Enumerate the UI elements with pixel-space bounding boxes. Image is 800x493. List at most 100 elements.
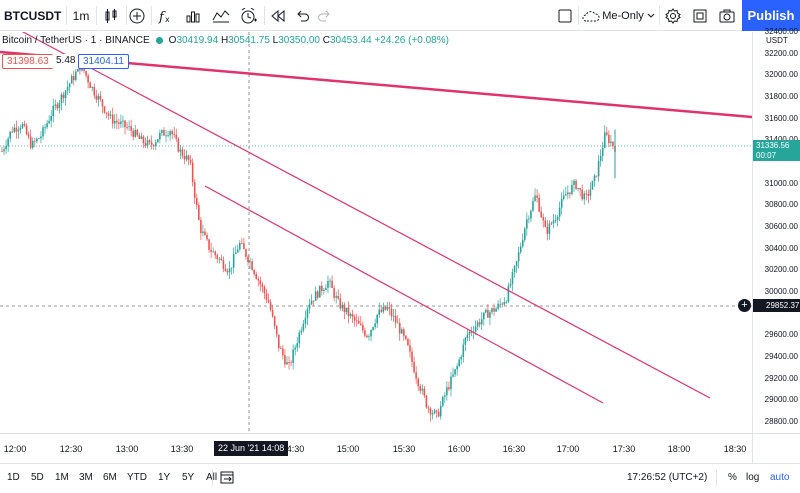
candle-body xyxy=(134,129,137,137)
candle-body xyxy=(91,86,94,88)
buy-price-tag[interactable]: 31404.11 xyxy=(78,54,129,69)
legend-high-label: H xyxy=(220,35,229,46)
indicator-templates-icon[interactable] xyxy=(210,0,232,31)
candle-body xyxy=(95,95,98,100)
candle-body xyxy=(474,326,477,332)
redo-icon[interactable] xyxy=(314,0,334,31)
candle-body xyxy=(15,127,18,132)
candle-body xyxy=(52,105,55,117)
candle-body xyxy=(581,189,583,200)
candle-body xyxy=(122,120,124,122)
log-scale-toggle[interactable]: log xyxy=(746,472,760,483)
camera-icon[interactable] xyxy=(716,0,738,31)
calendar-range-icon[interactable] xyxy=(220,470,234,489)
candle-body xyxy=(511,272,514,284)
range-button[interactable]: All xyxy=(206,472,217,483)
interval-button[interactable]: 1m xyxy=(72,8,90,23)
price-tick-label: 28800.00 xyxy=(764,417,798,427)
candle-body xyxy=(161,130,163,133)
candle-body xyxy=(306,308,309,318)
candle-body xyxy=(126,127,128,128)
candle-body xyxy=(111,114,114,124)
candle-body xyxy=(31,140,34,148)
clock-timezone[interactable]: 17:26:52 (UTC+2) xyxy=(627,472,708,483)
layout-icon[interactable] xyxy=(555,0,575,31)
candle-body xyxy=(425,395,428,408)
publish-button[interactable]: Publish xyxy=(742,0,800,31)
candle-body xyxy=(435,410,438,412)
candle-body xyxy=(38,138,40,140)
candle-body xyxy=(345,307,348,313)
settings-icon[interactable] xyxy=(662,0,684,31)
range-button[interactable]: 5D xyxy=(31,472,44,483)
candle-body xyxy=(62,94,65,99)
price-tick-label: 31000.00 xyxy=(764,178,798,188)
candle-body xyxy=(380,309,383,312)
symbol-search[interactable]: BTCUSDT xyxy=(4,8,62,23)
replay-icon[interactable] xyxy=(267,0,289,31)
legend-title[interactable]: Bitcoin / TetherUS · 1 · BINANCE xyxy=(2,35,150,46)
candle-body xyxy=(54,104,57,106)
alert-icon[interactable] xyxy=(238,0,260,31)
undo-icon[interactable] xyxy=(293,0,313,31)
time-tick-label: 15:00 xyxy=(336,444,360,454)
time-tick-label: 16:00 xyxy=(447,444,471,454)
candle-body xyxy=(140,136,143,139)
fullscreen-icon[interactable] xyxy=(689,0,711,31)
auto-scale-toggle[interactable]: auto xyxy=(770,472,790,483)
legend-low: 30350.00 xyxy=(278,35,320,46)
candle-body xyxy=(333,287,335,298)
candle-body xyxy=(173,134,176,135)
candle-body xyxy=(103,106,106,113)
candle-body xyxy=(75,71,77,80)
candle-body xyxy=(370,329,372,337)
candle-body xyxy=(431,413,434,415)
price-axis[interactable]: 32400.00 32200.00 32000.00 31800.00 31600.00… xyxy=(752,27,800,433)
candle-body xyxy=(456,366,458,370)
chart-legend: Bitcoin / TetherUS · 1 · BINANCE O30419.… xyxy=(2,35,449,46)
range-button[interactable]: 1D xyxy=(7,472,20,483)
percent-scale-toggle[interactable]: % xyxy=(728,472,737,483)
candle-body xyxy=(167,135,169,137)
candle-body xyxy=(331,280,333,288)
candle-body xyxy=(128,126,130,128)
candle-body xyxy=(288,362,290,363)
trend-line-lower xyxy=(204,185,604,404)
range-button[interactable]: 1Y xyxy=(158,472,171,483)
range-button[interactable]: 3M xyxy=(79,472,93,483)
divider xyxy=(659,6,660,25)
candle-body xyxy=(374,323,376,328)
time-axis[interactable] xyxy=(0,433,752,463)
candle-body xyxy=(464,338,467,345)
candle-body xyxy=(597,160,600,177)
price-tick-label: 29200.00 xyxy=(764,373,798,383)
range-button[interactable]: YTD xyxy=(127,472,147,483)
candlestick-chart xyxy=(0,32,752,433)
compare-icon[interactable] xyxy=(127,0,147,31)
time-tick-label: 18:00 xyxy=(667,444,691,454)
candle-body xyxy=(44,127,46,129)
templates-icon[interactable] xyxy=(182,0,204,31)
candle-body xyxy=(113,120,116,124)
plus-circle-icon[interactable]: + xyxy=(738,299,751,312)
sell-price-tag[interactable]: 31398.63 xyxy=(2,54,54,69)
candle-body xyxy=(222,260,225,269)
chart-pane[interactable] xyxy=(0,32,752,433)
candle-body xyxy=(191,162,194,183)
candle-body xyxy=(593,175,596,181)
chevron-down-icon[interactable] xyxy=(645,0,657,31)
range-button[interactable]: 1M xyxy=(55,472,69,483)
range-button[interactable]: 6M xyxy=(103,472,117,483)
candle-body xyxy=(21,124,24,128)
price-tick-label: 31600.00 xyxy=(764,113,798,123)
legend-high: 30541.75 xyxy=(228,35,270,46)
candle-body xyxy=(485,309,487,313)
time-tick-label: 17:00 xyxy=(556,444,580,454)
range-button[interactable]: 5Y xyxy=(182,472,195,483)
chart-type-icon[interactable] xyxy=(98,0,124,31)
candle-body xyxy=(202,231,204,234)
layout-name[interactable]: Me-Only xyxy=(602,9,644,22)
price-tick-label: 30000.00 xyxy=(764,287,798,297)
candle-body xyxy=(403,329,405,336)
